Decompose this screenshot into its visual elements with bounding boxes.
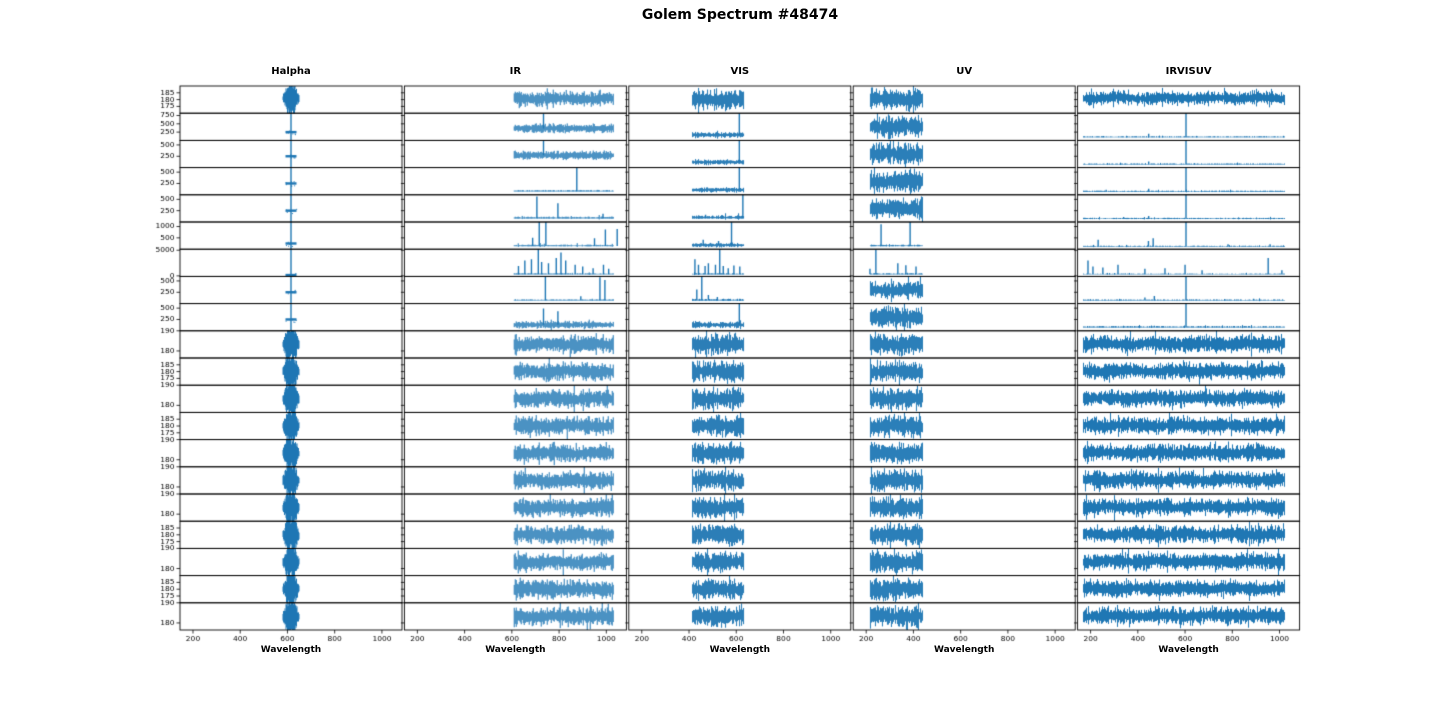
column-title-halpha: Halpha bbox=[271, 66, 311, 77]
column-title-uv: UV bbox=[956, 66, 973, 77]
column-title-irvisuv: IRVISUV bbox=[1165, 66, 1212, 77]
xaxis-label-halpha: Wavelength bbox=[260, 645, 322, 655]
xaxis-label-ir: Wavelength bbox=[485, 645, 546, 655]
xaxis-label-uv: Wavelength bbox=[933, 645, 995, 655]
xaxis-label-irvisuv: Wavelength bbox=[1158, 645, 1219, 655]
column-title-vis: VIS bbox=[730, 66, 750, 77]
figure-title: Golem Spectrum #48474 bbox=[641, 7, 839, 23]
xaxis-label-vis: Wavelength bbox=[709, 645, 770, 655]
column-title-ir: IR bbox=[509, 66, 522, 77]
